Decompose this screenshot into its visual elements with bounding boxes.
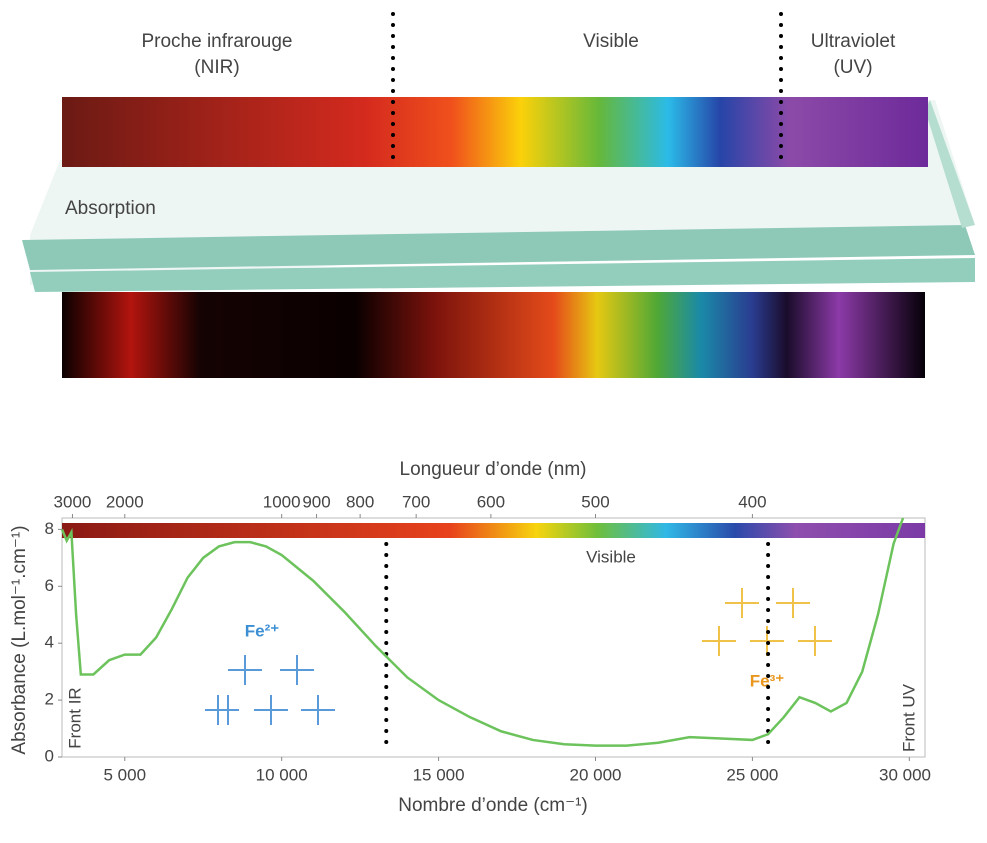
y-tick-label: 8 (45, 519, 54, 538)
y-tick-label: 0 (45, 746, 54, 765)
annotation: Fe²⁺ (245, 621, 280, 640)
region-label: Visible (583, 31, 639, 52)
x2-tick-label: 900 (302, 492, 330, 511)
x2-tick-label: 800 (346, 492, 374, 511)
x2-tick-label: 1000 (263, 492, 301, 511)
visible-band (62, 523, 925, 538)
x2-axis-title: Longueur d’onde (nm) (400, 459, 587, 480)
x-tick-label: 20 000 (569, 765, 621, 784)
x2-tick-label: 400 (738, 492, 766, 511)
y-tick-label: 2 (45, 690, 54, 709)
spectrum-bar (62, 97, 928, 167)
x-tick-label: 5 000 (103, 765, 146, 784)
x2-tick-label: 3000 (54, 492, 92, 511)
x-axis-title: Nombre d’onde (cm⁻¹) (398, 795, 588, 816)
plot-area (62, 518, 925, 757)
absorption-bar (62, 292, 925, 378)
y-axis-title: Absorbance (L.mol⁻¹.cm⁻¹) (9, 525, 30, 754)
x-tick-label: 15 000 (413, 765, 465, 784)
y-tick-label: 4 (45, 633, 54, 652)
annotation: Front IR (65, 687, 84, 748)
y-tick-label: 6 (45, 576, 54, 595)
x2-tick-label: 700 (402, 492, 430, 511)
figure: Proche infrarouge (NIR) Visible Ultravio… (0, 0, 987, 843)
absorption-label: Absorption (65, 198, 156, 219)
x2-tick-label: 600 (477, 492, 505, 511)
x-tick-label: 10 000 (256, 765, 308, 784)
region-label: (UV) (833, 57, 872, 78)
x2-tick-label: 500 (581, 492, 609, 511)
annotation: Front UV (899, 683, 918, 752)
region-label: Proche infrarouge (141, 31, 292, 52)
band-label: Visible (586, 547, 636, 566)
x2-tick-label: 2000 (106, 492, 144, 511)
x-tick-label: 30 000 (879, 765, 931, 784)
x-tick-label: 25 000 (726, 765, 778, 784)
region-label: (NIR) (194, 57, 239, 78)
region-label: Ultraviolet (811, 31, 896, 52)
